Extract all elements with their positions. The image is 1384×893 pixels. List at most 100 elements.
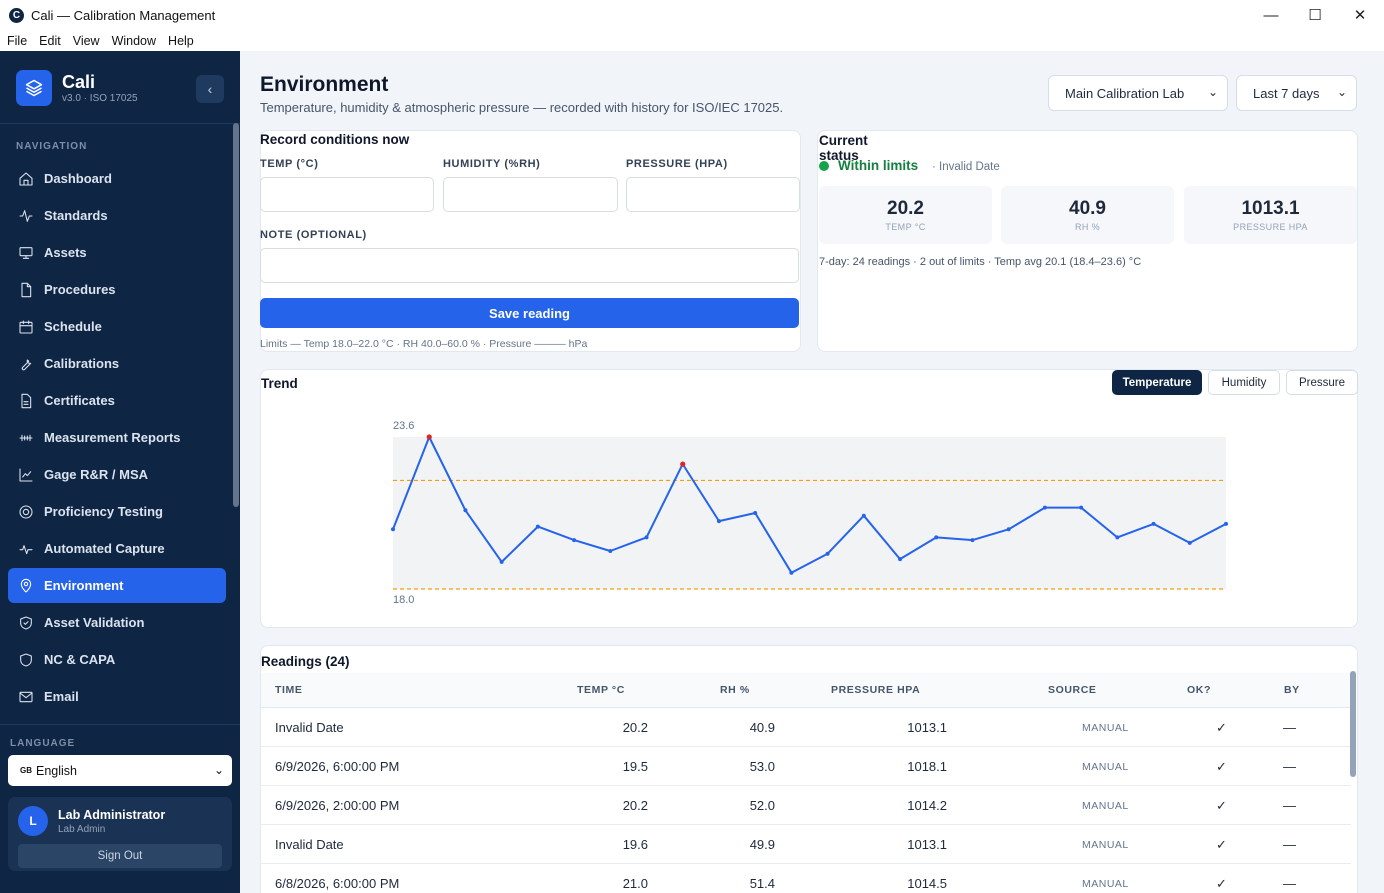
cell-ok: ✓	[1216, 837, 1227, 852]
sidebar-item-automated-capture[interactable]: Automated Capture	[8, 531, 226, 566]
status-dot	[819, 161, 829, 171]
cell-source: MANUAL	[1082, 722, 1129, 734]
table-row[interactable]: 6/8/2026, 6:00:00 PM 21.0 51.4 1014.5 MANUAL…	[261, 864, 1351, 893]
readings-title: Readings (24)	[261, 654, 350, 669]
col-ok[interactable]: OK?	[1187, 684, 1211, 696]
sidebar-item-procedures[interactable]: Procedures	[8, 272, 226, 307]
data-point	[716, 519, 721, 524]
range-select[interactable]: Last 7 days ⌄	[1236, 75, 1357, 111]
metric-value: 40.9	[1069, 198, 1106, 219]
sidebar-item-nc-capa[interactable]: NC & CAPA	[8, 642, 226, 677]
tab-pressure[interactable]: Pressure	[1286, 370, 1358, 395]
menu-file[interactable]: File	[7, 33, 28, 48]
col-pressure[interactable]: PRESSURE HPA	[831, 684, 921, 696]
pulse-icon	[18, 541, 34, 557]
cell-rh: 53.0	[749, 759, 775, 774]
calendar-icon	[18, 319, 34, 335]
sidebar-item-label: Standards	[44, 208, 108, 223]
trend-title: Trend	[261, 376, 298, 391]
main-content: Environment Temperature, humidity & atmo…	[240, 51, 1384, 893]
sidebar-item-gage-rr[interactable]: Gage R&R / MSA	[8, 457, 226, 492]
sidebar-item-proficiency-testing[interactable]: Proficiency Testing	[8, 494, 226, 529]
cell-source: MANUAL	[1082, 878, 1129, 890]
data-point	[1115, 535, 1120, 540]
tab-humidity[interactable]: Humidity	[1208, 370, 1280, 395]
table-header: TIME TEMP °C RH % PRESSURE HPA SOURCE OK…	[261, 673, 1351, 708]
col-rh[interactable]: RH %	[720, 684, 750, 696]
activity-icon	[18, 208, 34, 224]
menu-window[interactable]: Window	[111, 33, 157, 48]
table-row[interactable]: 6/9/2026, 6:00:00 PM 19.5 53.0 1018.1 MANUAL…	[261, 747, 1351, 786]
shield-check-icon	[18, 615, 34, 631]
lab-select[interactable]: Main Calibration Lab ⌄	[1048, 75, 1228, 111]
sidebar-item-label: Certificates	[44, 393, 115, 408]
divider	[0, 123, 240, 124]
sidebar-item-standards[interactable]: Standards	[8, 198, 226, 233]
cell-by: —	[1283, 876, 1296, 891]
chevron-down-icon: ⌄	[213, 763, 224, 777]
app-icon: C	[9, 7, 24, 23]
temp-input[interactable]	[260, 177, 434, 212]
table-row[interactable]: Invalid Date 19.6 49.9 1013.1 MANUAL ✓ —	[261, 825, 1351, 864]
temp-label: TEMP (°C)	[260, 158, 319, 170]
sidebar-item-dashboard[interactable]: Dashboard	[8, 161, 226, 196]
col-source[interactable]: SOURCE	[1048, 684, 1097, 696]
humidity-input[interactable]	[443, 177, 618, 212]
sidebar-item-label: Automated Capture	[44, 541, 165, 556]
sidebar-item-asset-validation[interactable]: Asset Validation	[8, 605, 226, 640]
table-row[interactable]: Invalid Date 20.2 40.9 1013.1 MANUAL ✓ —	[261, 708, 1351, 747]
cell-temp: 20.2	[622, 798, 648, 813]
temperature-line	[392, 436, 1227, 574]
data-point	[463, 508, 468, 513]
menu-help[interactable]: Help	[168, 33, 194, 48]
sign-out-button[interactable]: Sign Out	[18, 844, 222, 868]
sidebar-item-label: Email	[44, 689, 79, 704]
sidebar-item-label: Calibrations	[44, 356, 120, 371]
sidebar-item-measurement-reports[interactable]: Measurement Reports	[8, 420, 226, 455]
sidebar-item-label: Gage R&R / MSA	[44, 467, 149, 482]
sidebar-item-assets[interactable]: Assets	[8, 235, 226, 270]
metric-temp: 20.2 TEMP °C	[819, 186, 992, 244]
monitor-icon	[18, 245, 34, 261]
y-min-label: 18.0	[393, 594, 414, 606]
note-input[interactable]	[260, 248, 799, 283]
sidebar-item-label: Dashboard	[44, 171, 112, 186]
col-time[interactable]: TIME	[275, 684, 303, 696]
trend-chart: 23.6 18.0	[391, 420, 1228, 606]
menu-view[interactable]: View	[72, 33, 100, 48]
metric-label: TEMP °C	[885, 222, 926, 232]
mail-icon	[18, 689, 34, 705]
cell-rh: 51.4	[749, 876, 775, 891]
sidebar-scrollbar[interactable]	[233, 123, 239, 507]
sidebar-item-schedule[interactable]: Schedule	[8, 309, 226, 344]
cell-source: MANUAL	[1082, 800, 1129, 812]
data-point	[1042, 505, 1047, 510]
cell-pressure: 1014.2	[907, 798, 947, 813]
pressure-input[interactable]	[626, 177, 800, 212]
status-time: · Invalid Date	[932, 161, 1000, 173]
menu-edit[interactable]: Edit	[39, 33, 61, 48]
save-reading-button[interactable]: Save reading	[260, 298, 799, 328]
table-row[interactable]: 6/9/2026, 2:00:00 PM 20.2 52.0 1014.2 MANUAL…	[261, 786, 1351, 825]
sidebar-item-environment[interactable]: Environment	[8, 568, 226, 603]
cell-temp: 21.0	[622, 876, 648, 891]
data-point	[1006, 527, 1011, 532]
language-select[interactable]: GB English ⌄	[8, 755, 232, 786]
col-by[interactable]: BY	[1284, 684, 1300, 696]
minimize-button[interactable]: —	[1263, 6, 1279, 24]
metric-value: 20.2	[887, 198, 924, 219]
tab-temperature[interactable]: Temperature	[1112, 370, 1202, 395]
cell-time: Invalid Date	[275, 720, 344, 735]
collapse-sidebar-button[interactable]: ‹	[196, 75, 224, 103]
sidebar-item-email[interactable]: Email	[8, 679, 226, 714]
sidebar-item-certificates[interactable]: Certificates	[8, 383, 226, 418]
col-temp[interactable]: TEMP °C	[577, 684, 625, 696]
table-scrollbar[interactable]	[1350, 671, 1356, 777]
sidebar: Cali v3.0 · ISO 17025 ‹ NAVIGATION Dashb…	[0, 51, 240, 893]
data-point	[608, 549, 613, 553]
home-icon	[18, 171, 34, 187]
maximize-button[interactable]: ☐	[1308, 7, 1322, 24]
sidebar-item-calibrations[interactable]: Calibrations	[8, 346, 226, 381]
data-point	[789, 570, 794, 575]
close-button[interactable]: ✕	[1353, 7, 1367, 24]
